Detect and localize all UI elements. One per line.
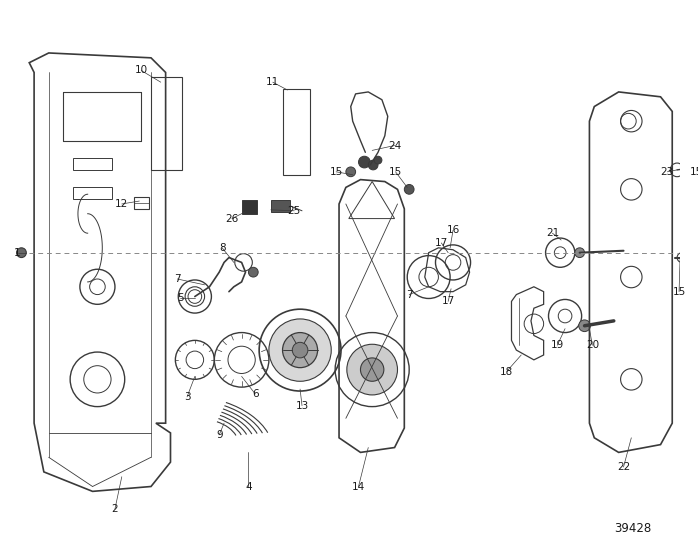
Text: 15: 15 [329,167,343,177]
Circle shape [575,248,584,257]
Text: 7: 7 [174,274,181,284]
Text: 22: 22 [617,462,630,472]
Bar [242,200,257,214]
Bar [73,187,112,199]
Text: 2: 2 [112,504,118,514]
Text: 16: 16 [447,225,460,235]
Text: 4: 4 [245,481,252,491]
Circle shape [695,160,698,170]
Text: 11: 11 [266,77,279,87]
Text: 15: 15 [690,167,698,177]
Circle shape [283,333,318,368]
Text: 17: 17 [442,296,455,306]
Text: 18: 18 [500,367,513,377]
Text: 5: 5 [177,294,184,304]
Text: 24: 24 [388,140,401,150]
Text: 25: 25 [288,206,301,216]
Text: 12: 12 [115,199,128,209]
Circle shape [346,167,355,177]
Circle shape [697,253,698,262]
Text: 23: 23 [661,167,674,177]
Circle shape [248,267,258,277]
Circle shape [360,358,384,382]
Text: 21: 21 [546,228,559,238]
Text: 1: 1 [14,248,21,258]
Text: 15: 15 [389,167,402,177]
Bar [283,89,310,175]
Bar [271,200,290,212]
Text: 7: 7 [406,290,413,300]
Text: 20: 20 [586,340,599,350]
Text: 39428: 39428 [615,522,652,535]
Circle shape [17,248,27,257]
Text: 6: 6 [252,389,258,399]
Circle shape [579,320,591,331]
Text: 10: 10 [135,66,148,76]
Text: 3: 3 [184,392,191,402]
Circle shape [347,344,397,395]
Circle shape [374,156,382,164]
Circle shape [292,343,308,358]
Text: 19: 19 [551,340,564,350]
Text: 26: 26 [225,213,239,223]
Bar [151,77,182,170]
Text: 14: 14 [352,481,365,491]
Text: 8: 8 [218,243,225,253]
Circle shape [404,184,414,194]
Circle shape [359,156,370,168]
Text: 9: 9 [216,430,223,440]
Bar [73,158,112,170]
Circle shape [369,160,378,170]
Circle shape [269,319,332,382]
Text: 15: 15 [672,287,685,297]
Text: 17: 17 [435,238,448,248]
Text: 13: 13 [295,400,309,411]
Bar [135,197,149,209]
